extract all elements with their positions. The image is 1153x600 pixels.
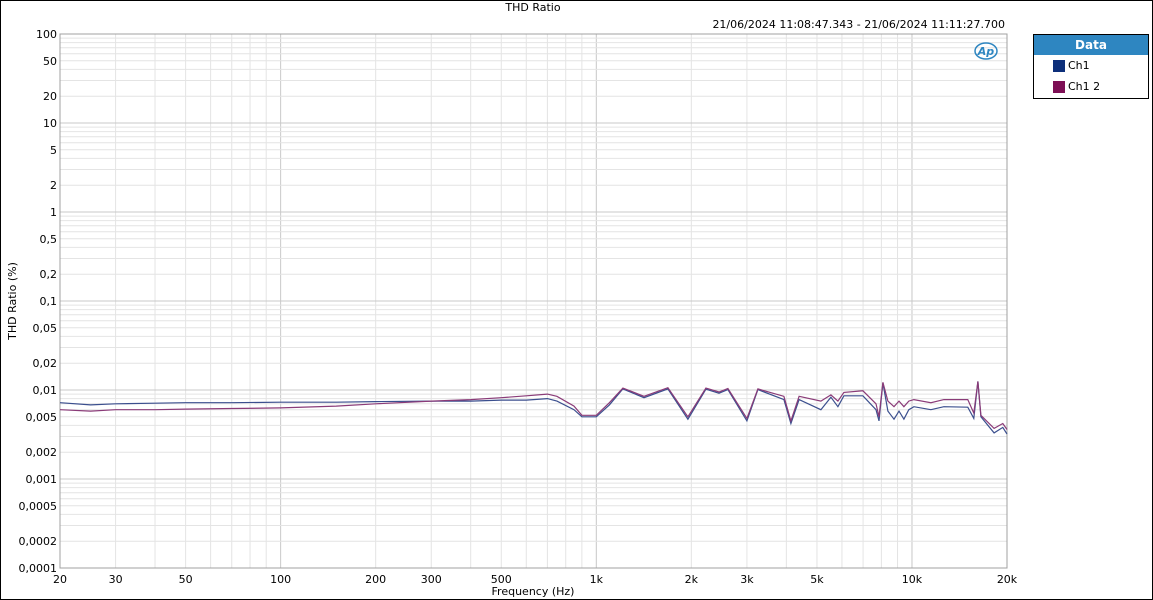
x-tick-label: 5k [810, 573, 824, 586]
x-tick-label: 100 [270, 573, 291, 586]
x-tick-label: 200 [365, 573, 386, 586]
series-line-ch1 [59, 381, 1008, 435]
legend-label: Ch1 2 [1068, 80, 1101, 93]
y-tick-label: 50 [43, 55, 57, 68]
x-axis-label: Frequency (Hz) [492, 585, 575, 598]
series-line-ch1-2 [59, 381, 1008, 430]
y-tick-label: 0,002 [26, 446, 58, 459]
y-tick-label: 1 [50, 206, 57, 219]
y-tick-label: 0,005 [26, 411, 58, 424]
y-tick-label: 0,02 [33, 357, 58, 370]
y-tick-label: 0,01 [33, 384, 58, 397]
x-tick-label: 3k [740, 573, 754, 586]
y-tick-label: 100 [36, 28, 57, 41]
x-tick-labels: 20 30 50 100 200 300 500 1k 2k 3k 5k 10k 20k [53, 573, 1018, 586]
x-tick-label: 30 [109, 573, 123, 586]
y-tick-label: 5 [50, 144, 57, 157]
y-tick-label: 0,05 [33, 322, 58, 335]
y-tick-label: 2 [50, 179, 57, 192]
legend-item-ch1[interactable]: Ch1 [1034, 55, 1148, 76]
x-tick-label: 50 [179, 573, 193, 586]
y-tick-label: 0,0005 [19, 500, 58, 513]
chart-subtitle: 21/06/2024 11:08:47.343 - 21/06/2024 11:… [712, 18, 1005, 31]
legend-label: Ch1 [1068, 59, 1090, 72]
y-axis-label: THD Ratio (%) [6, 262, 19, 341]
y-tick-label: 0,5 [40, 233, 58, 246]
y-tick-label: 0,1 [40, 295, 58, 308]
legend-swatch [1053, 80, 1065, 93]
x-tick-label: 500 [491, 573, 512, 586]
svg-text:Ap: Ap [977, 45, 995, 58]
plot-area-border [59, 33, 1008, 569]
x-tick-label: 20k [997, 573, 1018, 586]
legend-title: Data [1034, 35, 1148, 55]
x-tick-label: 20 [53, 573, 67, 586]
y-tick-label: 0,0001 [19, 562, 58, 575]
x-tick-label: 10k [902, 573, 923, 586]
y-tick-label: 10 [43, 117, 57, 130]
y-tick-label: 20 [43, 90, 57, 103]
ap-logo: Ap [974, 42, 998, 60]
y-tick-label: 0,0002 [19, 535, 58, 548]
legend-item-ch1-2[interactable]: Ch1 2 [1034, 76, 1148, 97]
legend: Data Ch1 Ch1 2 [1033, 34, 1149, 99]
x-tick-label: 1k [590, 573, 604, 586]
y-tick-label: 0,001 [26, 473, 58, 486]
y-tick-labels: 100 50 20 10 5 2 1 0,5 0,2 0,1 0,05 0,02 0,01 0,005 0,… [19, 28, 58, 575]
x-tick-label: 300 [421, 573, 442, 586]
y-tick-label: 0,2 [40, 268, 58, 281]
chart-title: THD Ratio [504, 1, 560, 14]
legend-swatch [1053, 59, 1065, 72]
x-tick-label: 2k [685, 573, 699, 586]
series-lines [59, 381, 1008, 435]
grid [59, 34, 1008, 569]
